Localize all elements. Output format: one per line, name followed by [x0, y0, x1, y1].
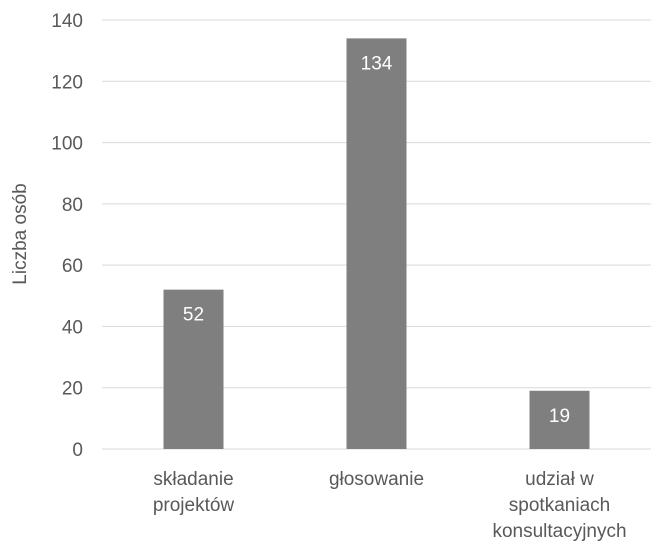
y-tick-label: 40	[62, 317, 83, 338]
bars	[163, 38, 590, 450]
x-tick-label: udział w spotkaniach konsultacyjnych	[492, 469, 626, 542]
y-tick-label: 100	[51, 134, 83, 155]
x-tick-label-line: projektów	[153, 495, 235, 516]
x-tick-label-line: konsultacyjnych	[492, 521, 626, 542]
y-tick-label: 120	[51, 72, 83, 93]
y-tick-label: 140	[51, 11, 83, 32]
bar	[163, 289, 224, 449]
x-tick-label-line: udział w	[525, 469, 594, 490]
y-tick-label: 80	[62, 195, 83, 216]
y-axis-tick-labels: 0 20 40 60 80 100 120 140	[51, 11, 83, 461]
y-axis-label: Liczba osób	[10, 183, 31, 284]
data-labels: 52 134 19	[183, 53, 570, 426]
y-tick-label: 60	[62, 256, 83, 277]
bar	[529, 390, 590, 449]
x-tick-label-line: składanie	[153, 469, 233, 490]
data-label: 52	[183, 305, 204, 326]
y-tick-label: 20	[62, 379, 83, 400]
x-tick-label: głosowanie	[329, 469, 424, 490]
y-tick-label: 0	[72, 440, 83, 461]
x-tick-label-line: spotkaniach	[509, 495, 610, 516]
x-tick-label-line: głosowanie	[329, 469, 424, 490]
x-axis-tick-labels: składanie projektów głosowanie udział w spot…	[153, 469, 627, 542]
x-tick-label: składanie projektów	[153, 469, 235, 516]
data-label: 19	[549, 406, 570, 427]
data-label: 134	[361, 53, 393, 74]
bar	[346, 38, 407, 450]
